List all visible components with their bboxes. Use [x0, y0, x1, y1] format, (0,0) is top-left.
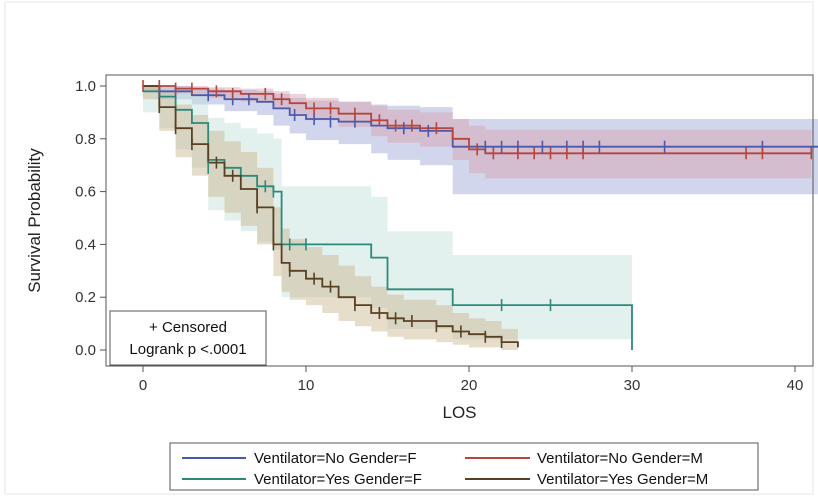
survival-curve-3 — [143, 90, 633, 350]
y-tick-label: 0.6 — [75, 184, 96, 201]
censor-marks — [142, 80, 813, 349]
legend-label-4: Ventilator=Yes Gender=M — [537, 471, 708, 488]
inset-box: + Censored Logrank p <.0001 — [109, 310, 267, 366]
legend: Ventilator=No Gender=F Ventilator=No Gend… — [169, 442, 759, 491]
x-tick-label: 40 — [787, 377, 804, 394]
y-axis-ticks: 0.0 0.2 0.4 0.6 0.8 1.0 — [75, 78, 106, 359]
legend-label-2: Ventilator=No Gender=M — [537, 450, 703, 467]
legend-label-1: Ventilator=No Gender=F — [254, 450, 417, 467]
y-tick-label: 1.0 — [75, 78, 96, 95]
survival-curves — [143, 85, 818, 350]
inset-censored-label: + Censored — [149, 319, 227, 336]
survival-curve-1 — [143, 85, 818, 148]
legend-frame — [169, 442, 759, 491]
x-tick-label: 30 — [624, 377, 641, 394]
confidence-band-4 — [143, 86, 518, 350]
y-tick-label: 0.4 — [75, 236, 96, 253]
confidence-band-3 — [143, 86, 632, 340]
confidence-band-1 — [143, 86, 818, 195]
x-tick-label: 0 — [139, 377, 147, 394]
x-axis-ticks: 0 10 20 30 40 — [139, 366, 804, 394]
y-axis-label: Survival Probability — [25, 148, 44, 293]
survival-curve-4 — [143, 85, 519, 348]
x-tick-label: 20 — [461, 377, 478, 394]
legend-label-3: Ventilator=Yes Gender=F — [254, 471, 422, 488]
plot-area-frame — [105, 74, 814, 367]
x-tick-label: 10 — [298, 377, 315, 394]
inset-logrank-label: Logrank p <.0001 — [129, 341, 246, 358]
y-tick-label: 0.2 — [75, 289, 96, 306]
inset-box-frame — [109, 310, 267, 366]
y-tick-label: 0.8 — [75, 131, 96, 148]
y-tick-label: 0.0 — [75, 342, 96, 359]
survival-curve-2 — [143, 85, 812, 155]
x-axis-label: LOS — [442, 403, 476, 422]
